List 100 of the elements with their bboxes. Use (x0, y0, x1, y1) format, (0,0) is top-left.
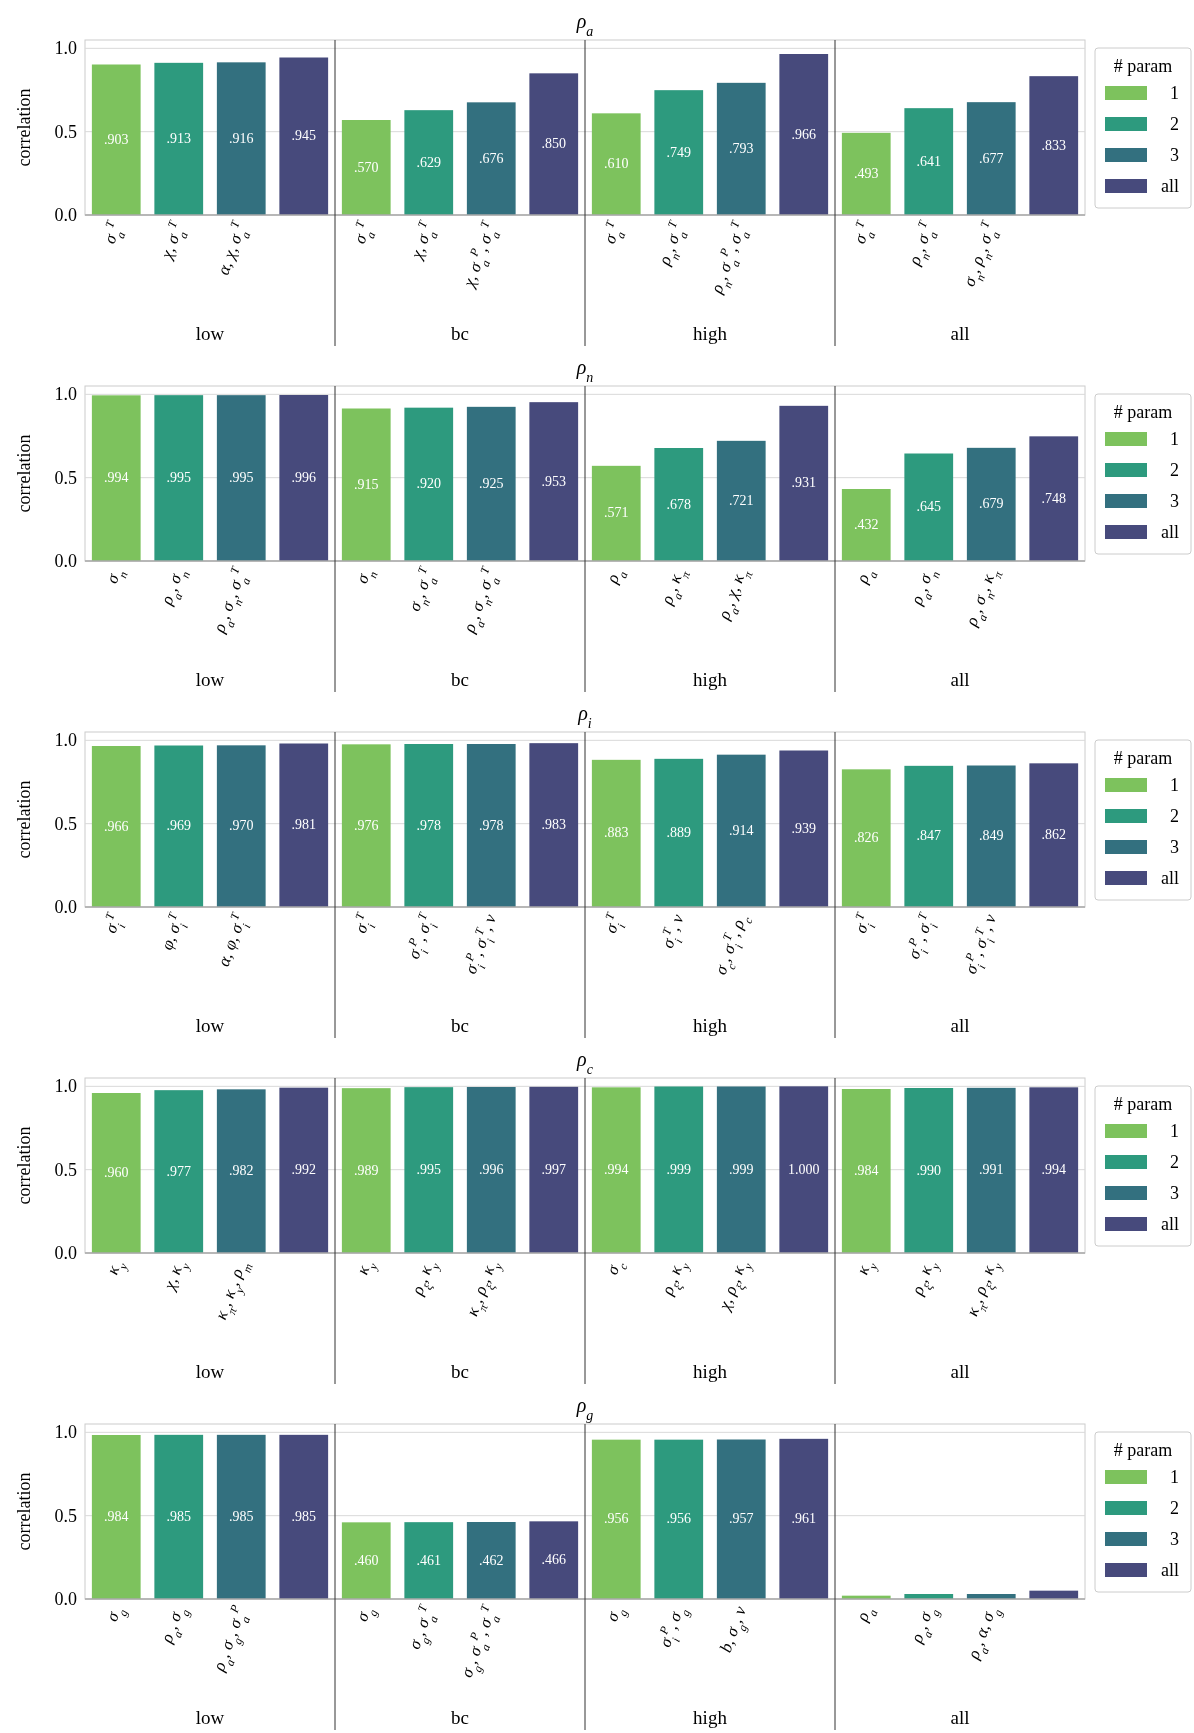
bar (654, 90, 704, 215)
data-label: .999 (729, 1161, 754, 1177)
legend-label: 1 (1170, 1121, 1179, 1141)
data-label: .629 (416, 154, 441, 170)
bar (404, 744, 454, 907)
data-label: .493 (854, 165, 879, 181)
bar (91, 64, 141, 215)
data-label: .903 (104, 131, 129, 147)
text: low (195, 323, 225, 344)
data-label: .749 (666, 144, 691, 160)
legend-label: 1 (1170, 775, 1179, 795)
data-label: .939 (791, 820, 816, 836)
bar (716, 754, 766, 907)
bar (466, 1522, 516, 1599)
text: bc (451, 1707, 469, 1728)
data-label: .976 (354, 817, 379, 833)
chart-title: ρ$_{i}$ (577, 702, 592, 731)
bar (841, 489, 891, 561)
bar (1029, 763, 1079, 907)
bar (716, 1439, 766, 1599)
bar (91, 395, 141, 561)
bar (154, 395, 204, 561)
bar (154, 1434, 204, 1599)
y-tick-label: 0.0 (54, 1243, 77, 1263)
data-label: .960 (104, 1165, 129, 1180)
y-axis-title: correlation (14, 780, 34, 859)
data-label: .679 (979, 496, 1004, 512)
legend-label: 1 (1170, 1467, 1179, 1487)
legend-label: all (1161, 522, 1179, 542)
data-label: .956 (604, 1511, 629, 1527)
data-label: .985 (291, 1508, 316, 1524)
data-label: .978 (479, 817, 504, 833)
bar (591, 113, 641, 215)
bar (841, 769, 891, 907)
legend-label: 2 (1170, 1152, 1179, 1172)
y-axis-title: correlation (14, 434, 34, 513)
chart-title: ρ$_{c}$ (576, 1048, 594, 1077)
data-label: .961 (791, 1510, 816, 1526)
bar (529, 1521, 579, 1599)
legend-label: all (1161, 1560, 1179, 1580)
bar (716, 82, 766, 215)
y-tick-label: 1.0 (54, 1076, 77, 1097)
y-tick-label: 0.5 (54, 1505, 77, 1526)
bar (341, 1522, 391, 1599)
bar (404, 1522, 454, 1599)
data-label: .677 (979, 150, 1004, 166)
legend-label: 2 (1170, 806, 1179, 826)
text: all (950, 323, 970, 344)
y-tick-label: 1.0 (54, 1422, 77, 1443)
bar (404, 407, 454, 561)
data-label: .969 (166, 818, 191, 834)
bar (341, 120, 391, 215)
data-label: .678 (666, 496, 691, 512)
data-label: .889 (666, 824, 691, 840)
data-label: .862 (1041, 827, 1066, 843)
y-tick-label: 0.5 (54, 813, 77, 834)
bar (904, 453, 954, 561)
bar (654, 1439, 704, 1599)
bar (966, 765, 1016, 907)
data-label: .925 (479, 475, 504, 491)
data-label: .432 (854, 517, 879, 532)
data-label: .645 (916, 499, 941, 515)
bar (216, 745, 266, 907)
bar (966, 447, 1016, 561)
bar (654, 758, 704, 907)
bar (91, 746, 141, 907)
legend-title: # param (1113, 1094, 1173, 1114)
text: bc (451, 669, 469, 690)
data-label: 1.000 (788, 1161, 820, 1177)
data-label: .977 (166, 1163, 191, 1179)
data-label: .915 (354, 476, 379, 492)
data-label: .957 (729, 1511, 754, 1527)
text: high (693, 1361, 728, 1382)
data-label: .981 (291, 817, 316, 833)
data-label: .983 (541, 817, 566, 833)
data-label: .966 (791, 126, 816, 142)
data-label: .991 (979, 1162, 1004, 1178)
data-label: .995 (166, 470, 191, 486)
data-label: .610 (604, 156, 629, 172)
legend-label: 1 (1170, 429, 1179, 449)
data-label: .990 (916, 1162, 941, 1178)
bar (466, 102, 516, 215)
y-tick-label: 1.0 (54, 384, 77, 405)
data-label: .985 (229, 1508, 254, 1524)
data-label: .994 (104, 470, 129, 486)
data-label: .570 (354, 159, 379, 175)
y-tick-label: 0.5 (54, 467, 77, 488)
data-label: .914 (729, 822, 754, 838)
legend-label: 3 (1170, 491, 1179, 511)
text: low (195, 1707, 225, 1728)
data-label: .989 (354, 1162, 379, 1178)
text: bc (451, 1361, 469, 1382)
text: all (950, 1361, 970, 1382)
chart-title: ρ$_{n}$ (575, 356, 594, 385)
bar (279, 395, 329, 561)
bar (779, 405, 829, 561)
legend-title: # param (1113, 748, 1173, 768)
data-label: .996 (479, 1162, 504, 1177)
data-label: .956 (666, 1511, 691, 1527)
bar (216, 1434, 266, 1599)
